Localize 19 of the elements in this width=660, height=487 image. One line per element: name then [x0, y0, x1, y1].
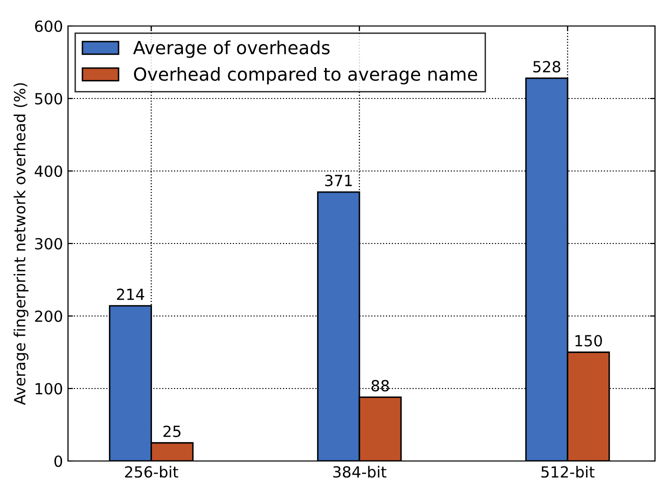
x-tick-label: 384-bit	[333, 466, 386, 478]
data-label: 25	[163, 426, 180, 438]
y-tick-label: 300	[35, 238, 62, 250]
y-axis-title: Average fingerprint network overhead (%)	[14, 83, 28, 405]
x-tick-label: 512-bit	[541, 466, 595, 478]
legend-label: Overhead compared to average name	[134, 66, 478, 84]
x-tick-label: 256-bit	[125, 466, 178, 478]
data-label: 150	[575, 334, 602, 347]
y-tick-label: 600	[35, 20, 62, 32]
y-tick-label: 200	[35, 310, 62, 322]
data-label: 371	[325, 174, 352, 186]
y-tick-label: 100	[36, 382, 62, 395]
legend-label: Average of overheads	[133, 40, 330, 58]
y-tick-label: 0	[54, 455, 62, 468]
y-tick-label: 400	[34, 165, 62, 178]
data-label: 528	[533, 60, 560, 72]
data-label: 214	[116, 288, 144, 300]
data-label: 88	[372, 380, 389, 392]
y-tick-label: 500	[35, 92, 62, 105]
